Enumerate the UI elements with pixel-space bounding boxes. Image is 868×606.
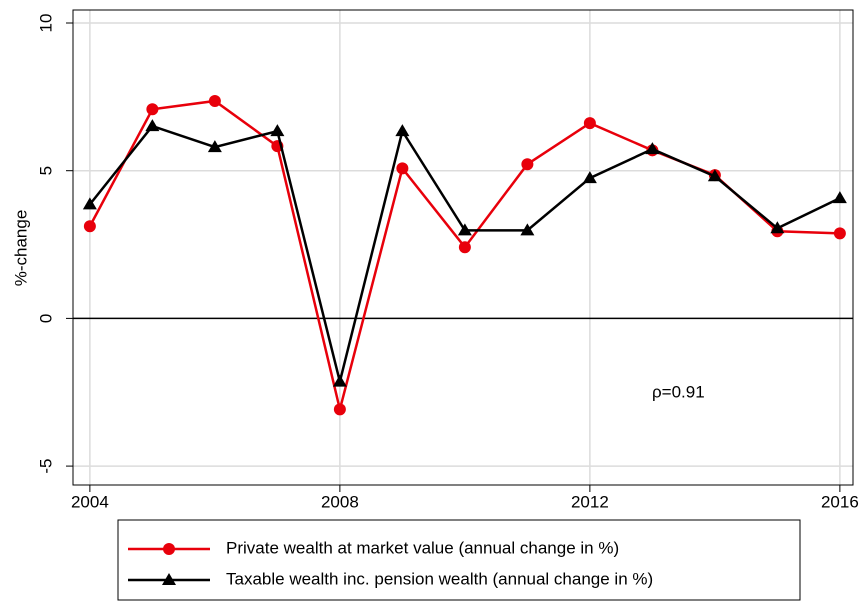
- legend-box: [117, 519, 801, 601]
- data-point: [521, 158, 534, 171]
- data-point: [82, 197, 97, 210]
- data-point: [582, 171, 597, 184]
- y-tick-label: 5: [36, 166, 55, 175]
- data-point: [832, 191, 847, 204]
- y-axis-label: %-change: [11, 210, 30, 287]
- x-tick-label: 2004: [71, 492, 109, 511]
- data-point: [270, 124, 285, 137]
- data-point: [457, 223, 472, 236]
- legend-label: Private wealth at market value (annual c…: [226, 538, 619, 557]
- data-point: [520, 223, 535, 236]
- data-point: [395, 124, 410, 137]
- data-point: [145, 119, 160, 132]
- data-point: [770, 221, 785, 234]
- data-point: [458, 241, 471, 254]
- data-point: [333, 403, 346, 416]
- data-point: [833, 227, 846, 240]
- x-tick-label: 2016: [821, 492, 859, 511]
- annotation: ρ=0.91: [652, 382, 705, 401]
- y-tick-label: 0: [36, 314, 55, 323]
- data-point: [396, 162, 409, 175]
- legend-marker: [162, 573, 176, 585]
- data-point: [707, 169, 722, 182]
- x-tick-label: 2012: [571, 492, 609, 511]
- y-tick-label: -5: [36, 459, 55, 474]
- x-tick-label: 2008: [321, 492, 359, 511]
- data-point: [583, 117, 596, 130]
- data-point: [146, 103, 159, 116]
- y-tick-label: 10: [36, 14, 55, 33]
- data-point: [645, 142, 660, 155]
- data-point: [207, 140, 222, 153]
- legend-label: Taxable wealth inc. pension wealth (annu…: [226, 569, 653, 588]
- data-point: [208, 94, 221, 107]
- legend-marker: [163, 543, 175, 555]
- data-point: [83, 220, 96, 233]
- data-point: [332, 374, 347, 387]
- plot-frame: [72, 9, 854, 486]
